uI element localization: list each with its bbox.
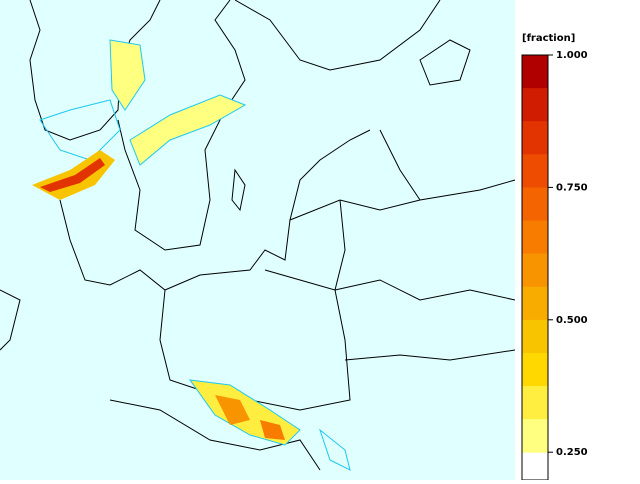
colorbar-tick-label: 0.750 [556,182,588,193]
borders [109,129,516,471]
colorbar-band [522,220,548,255]
field [109,39,146,111]
colorbar-tick-label: 0.250 [556,447,588,458]
field [260,420,285,440]
colorbar-tick-label: 1.000 [556,50,588,61]
colorbar-band [522,154,548,188]
colorbar-band [522,386,548,420]
colorbar-band [522,121,548,155]
map-background [0,0,515,480]
field [215,395,250,425]
colorbar-band [522,319,548,354]
field [40,158,105,192]
field [129,94,247,166]
colorbar-title: [fraction] [522,33,575,44]
cloud-cover [32,39,351,471]
colorbar-band [522,55,548,89]
coastlines [0,0,471,351]
colorbar-band [522,187,548,221]
colorbar-band [522,419,548,453]
colorbar-tick-label: 0.500 [556,315,588,326]
colorbar-band [522,253,548,288]
colorbar-band [522,88,548,122]
colorbar-band [522,286,548,321]
colorbar: [fraction] 1.000 0.750 0.500 0.250 [521,33,588,481]
colorbar-band [522,352,548,387]
